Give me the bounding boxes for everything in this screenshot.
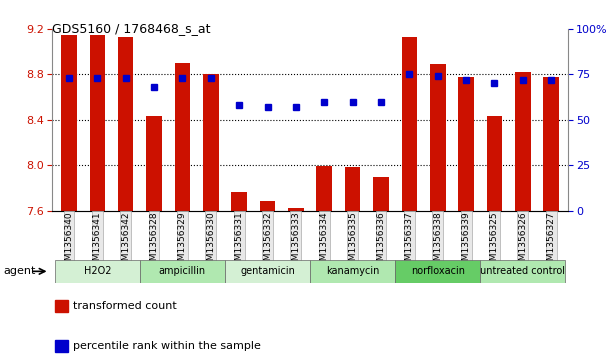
Text: GDS5160 / 1768468_s_at: GDS5160 / 1768468_s_at [52, 22, 210, 35]
Text: GSM1356331: GSM1356331 [235, 212, 244, 272]
Text: GSM1356332: GSM1356332 [263, 212, 272, 272]
Bar [203, 74, 219, 211]
Text: GSM1356334: GSM1356334 [320, 212, 329, 272]
Text: GSM1356341: GSM1356341 [93, 212, 102, 272]
Bar [260, 201, 276, 211]
Bar [480, 260, 565, 283]
Bar [288, 208, 304, 211]
Bar [55, 260, 140, 283]
Text: gentamicin: gentamicin [240, 266, 295, 276]
Text: untreated control: untreated control [480, 266, 565, 276]
Bar [146, 117, 162, 211]
Bar [373, 176, 389, 211]
Text: GSM1356333: GSM1356333 [291, 212, 301, 272]
Text: H2O2: H2O2 [84, 266, 111, 276]
Bar [316, 166, 332, 211]
Bar [90, 35, 105, 211]
Bar [487, 117, 502, 211]
Text: GSM1356340: GSM1356340 [64, 212, 73, 272]
Bar [458, 77, 474, 211]
Bar [515, 72, 530, 211]
Bar [345, 167, 360, 211]
Bar [225, 260, 310, 283]
Text: GSM1356330: GSM1356330 [207, 212, 215, 272]
Bar [232, 192, 247, 211]
Text: GSM1356336: GSM1356336 [376, 212, 386, 272]
Text: percentile rank within the sample: percentile rank within the sample [73, 341, 261, 351]
Bar [543, 77, 559, 211]
Text: GSM1356337: GSM1356337 [405, 212, 414, 272]
Text: GSM1356339: GSM1356339 [461, 212, 470, 272]
Bar [401, 37, 417, 211]
Bar [310, 260, 395, 283]
Text: GSM1356338: GSM1356338 [433, 212, 442, 272]
Text: transformed count: transformed count [73, 301, 177, 311]
Text: GSM1356328: GSM1356328 [150, 212, 159, 272]
Text: norfloxacin: norfloxacin [411, 266, 465, 276]
Bar [430, 64, 445, 211]
Bar [61, 35, 77, 211]
Text: agent: agent [3, 266, 35, 276]
Bar [118, 37, 133, 211]
Bar [175, 63, 190, 211]
Text: GSM1356329: GSM1356329 [178, 212, 187, 272]
Text: kanamycin: kanamycin [326, 266, 379, 276]
Text: GSM1356327: GSM1356327 [547, 212, 556, 272]
Bar [395, 260, 480, 283]
Text: GSM1356342: GSM1356342 [121, 212, 130, 272]
Text: GSM1356335: GSM1356335 [348, 212, 357, 272]
Text: GSM1356325: GSM1356325 [490, 212, 499, 272]
Text: ampicillin: ampicillin [159, 266, 206, 276]
Text: GSM1356326: GSM1356326 [518, 212, 527, 272]
Bar [140, 260, 225, 283]
